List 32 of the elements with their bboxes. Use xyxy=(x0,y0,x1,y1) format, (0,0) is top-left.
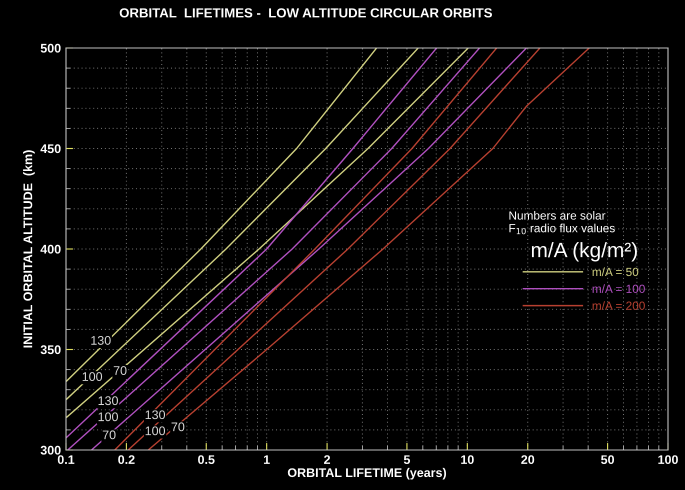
y-tick-label: 500 xyxy=(40,44,61,53)
annotation: 100 xyxy=(82,372,102,381)
y-axis-title: INITIAL ORBITAL ALTITUDE (km) xyxy=(23,150,35,348)
annotation: 70 xyxy=(102,430,116,440)
x-tick-label: 100 xyxy=(658,455,678,464)
annotation: 70 xyxy=(114,366,127,375)
legend-label: m/A = 200 xyxy=(592,301,645,310)
x-tick-label: 2 xyxy=(324,455,330,464)
x-tick-label: 5 xyxy=(404,455,410,464)
x-axis-title: ORBITAL LIFETIME (years) xyxy=(288,468,446,480)
y-tick-label: 450 xyxy=(40,144,61,154)
y-tick-label: 400 xyxy=(40,244,61,254)
x-tick-label: 50 xyxy=(601,455,614,464)
chart-title: ORBITAL LIFETIMES - LOW ALTITUDE CIRCULAR ORBITS xyxy=(120,8,492,18)
x-tick-label: 10 xyxy=(461,455,474,464)
y-tick-label: 350 xyxy=(40,345,61,354)
x-tick-label: 0.2 xyxy=(118,455,135,464)
legend-label: m/A = 50 xyxy=(592,267,638,276)
x-tick-label: 0.5 xyxy=(198,455,215,464)
legend-label: m/A = 100 xyxy=(592,284,645,293)
annotation: Numbers are solar F$_{10}$ radio flux values xyxy=(509,211,615,234)
annotation: 130 xyxy=(98,396,118,406)
annotation: 100 xyxy=(98,412,118,422)
x-tick-label: 1 xyxy=(264,455,270,464)
y-tick-label: 300 xyxy=(40,446,61,455)
annotation: 130 xyxy=(91,336,111,345)
annotation: 100 xyxy=(146,426,166,436)
annotation: 70 xyxy=(172,422,184,432)
legend-title: m/A (kg/m²) xyxy=(532,242,637,262)
x-tick-label: 20 xyxy=(521,455,534,464)
annotation: 130 xyxy=(146,410,166,420)
x-tick-label: 0.1 xyxy=(58,455,74,464)
